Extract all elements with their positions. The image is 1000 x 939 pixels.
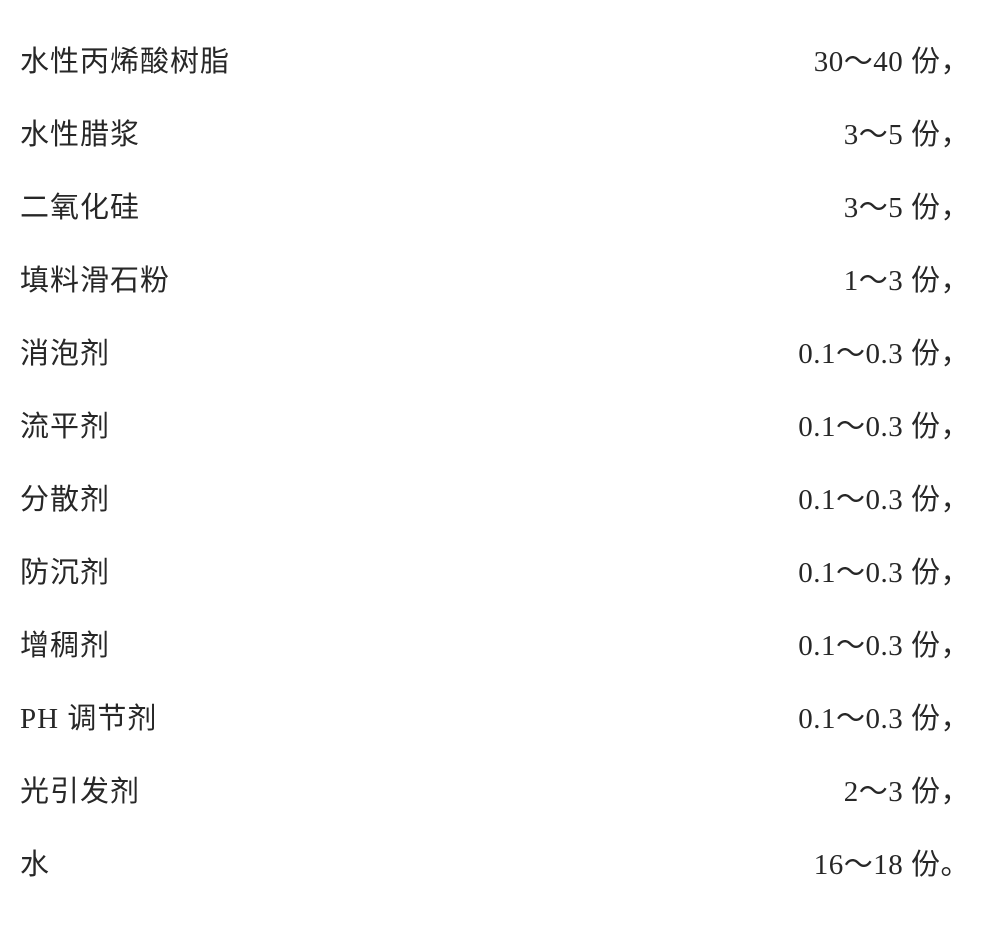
table-row: 消泡剂 0.1～0.3 份， [20,322,970,395]
ingredient-amount: 0.1～0.3 份， [798,695,970,737]
ingredient-name: 分散剂 [20,476,110,518]
ingredient-name: 填料滑石粉 [20,257,170,299]
ingredient-amount: 16～18 份。 [814,841,970,883]
ingredient-name: PH 调节剂 [20,695,157,737]
ingredient-amount: 3～5 份， [844,111,970,153]
table-row: 防沉剂 0.1～0.3 份， [20,541,970,614]
table-row: 水 16～18 份。 [20,833,970,906]
table-row: 分散剂 0.1～0.3 份， [20,468,970,541]
ingredient-amount: 2～3 份， [844,768,970,810]
table-row: PH 调节剂 0.1～0.3 份， [20,687,970,760]
ingredients-table: 水性丙烯酸树脂 30～40 份， 水性腊浆 3～5 份， 二氧化硅 3～5 份，… [20,30,970,906]
ingredient-amount: 1～3 份， [844,257,970,299]
ingredient-name: 水性腊浆 [20,111,140,153]
ingredient-name: 水 [20,841,50,883]
ingredient-name: 防沉剂 [20,549,110,591]
ingredient-amount: 0.1～0.3 份， [798,622,970,664]
table-row: 光引发剂 2～3 份， [20,760,970,833]
ingredient-amount: 3～5 份， [844,184,970,226]
ingredient-name: 光引发剂 [20,768,140,810]
ingredient-amount: 0.1～0.3 份， [798,476,970,518]
ingredient-amount: 0.1～0.3 份， [798,549,970,591]
table-row: 水性丙烯酸树脂 30～40 份， [20,30,970,103]
ingredient-name: 水性丙烯酸树脂 [20,38,230,80]
ingredient-amount: 0.1～0.3 份， [798,330,970,372]
ingredient-amount: 30～40 份， [814,38,970,80]
ingredient-name: 流平剂 [20,403,110,445]
ingredient-amount: 0.1～0.3 份， [798,403,970,445]
table-row: 二氧化硅 3～5 份， [20,176,970,249]
ingredient-name: 二氧化硅 [20,184,140,226]
ingredient-name: 消泡剂 [20,330,110,372]
ingredient-name: 增稠剂 [20,622,110,664]
table-row: 增稠剂 0.1～0.3 份， [20,614,970,687]
table-row: 水性腊浆 3～5 份， [20,103,970,176]
table-row: 填料滑石粉 1～3 份， [20,249,970,322]
table-row: 流平剂 0.1～0.3 份， [20,395,970,468]
